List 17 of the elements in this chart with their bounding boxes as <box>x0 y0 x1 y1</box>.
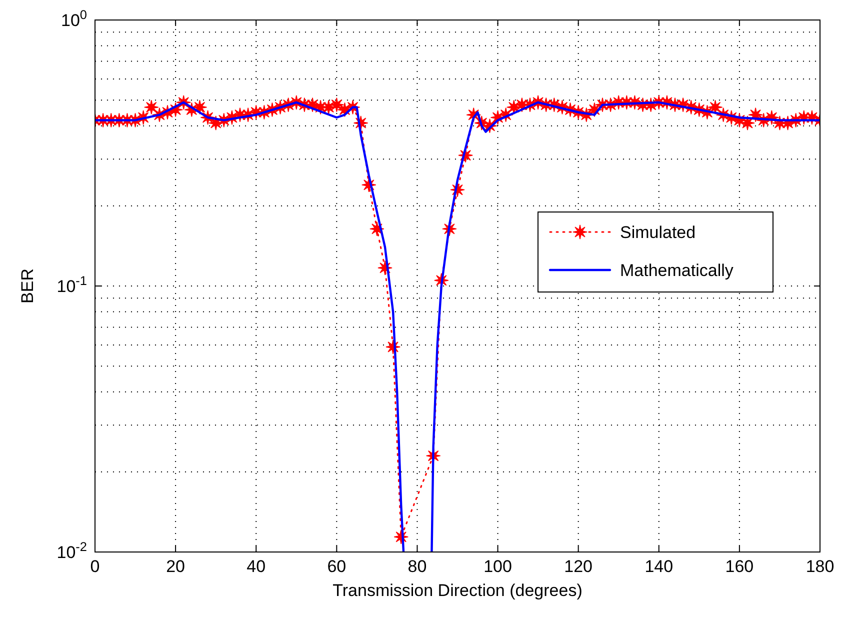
y-tick-label: 10$^{-1}$ <box>56 272 87 296</box>
x-tick-label: 20 <box>166 557 186 576</box>
x-tick-label: 100 <box>484 557 512 576</box>
x-tick-label: 160 <box>725 557 754 576</box>
y-tick-label: 10$^{-2}$ <box>56 538 87 562</box>
x-tick-label: 180 <box>806 557 834 576</box>
y-axis-title: BER <box>18 268 37 304</box>
x-tick-label: 0 <box>90 557 100 576</box>
legend-label: Mathematically <box>620 261 734 280</box>
x-tick-label: 60 <box>327 557 346 576</box>
x-tick-label: 120 <box>564 557 593 576</box>
x-tick-label: 80 <box>408 557 427 576</box>
y-tick-label: 10$^{0}$ <box>60 6 87 30</box>
x-tick-label: 40 <box>246 557 266 576</box>
legend-label: Simulated <box>620 223 696 242</box>
x-tick-label: 140 <box>644 557 674 576</box>
x-axis-title: Transmission Direction (degrees) <box>332 581 582 600</box>
